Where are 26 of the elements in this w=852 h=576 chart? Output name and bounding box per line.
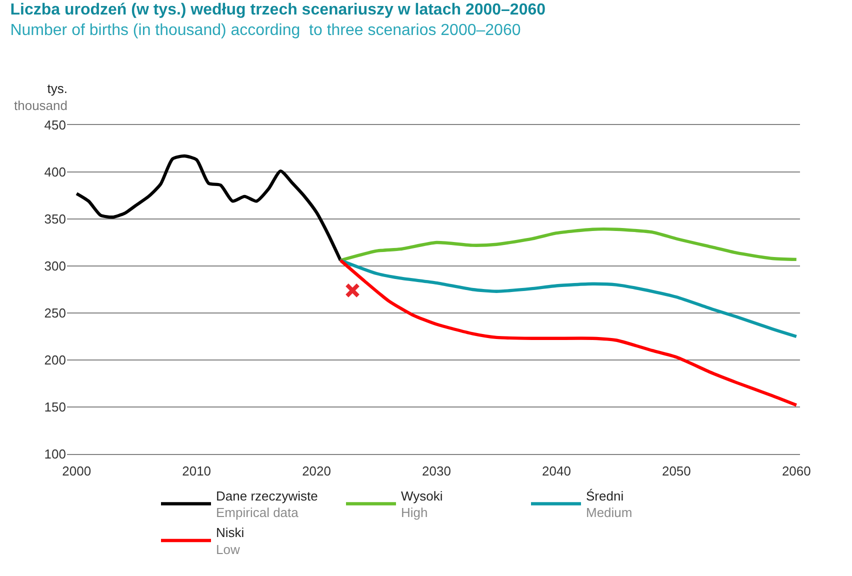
x-tick-label: 2060 [782,464,811,479]
x-tick-label: 2040 [542,464,571,479]
line-series [338,258,798,338]
x-tick-label: 2020 [302,464,331,479]
legend-label: Wysoki High [401,488,443,520]
legend-label: Niski Low [216,525,244,558]
y-tick-label: 300 [44,258,66,274]
y-tick-label: 100 [44,446,66,462]
legend-label: Dane rzeczywiste Empirical data [216,488,318,520]
y-tick-label: 250 [44,306,66,321]
x-tick-label: 2000 [62,464,92,479]
y-tick-label: 450 [44,118,66,133]
line-series [338,258,798,407]
x-tick-label: 2030 [422,464,451,479]
x-tick-label: 2010 [182,464,212,479]
y-tick-label: 200 [44,352,66,368]
line-series [75,154,342,262]
legend-label: Średni Medium [586,488,632,520]
chart-title: Liczba urodzeń (w tys.) według trzech scenariuszy w latach 2000–2060 [10,1,546,18]
y-axis-title: tys. thousand [14,81,68,113]
y-tick-label: 350 [44,212,66,227]
x-tick-label: 2050 [662,464,691,479]
y-tick-label: 150 [44,400,66,415]
chart-subtitle: Number of births (in thousand) according to three scenarios 2000–2060 [10,22,521,40]
y-tick-label: 400 [44,164,66,180]
line-series [338,228,798,262]
